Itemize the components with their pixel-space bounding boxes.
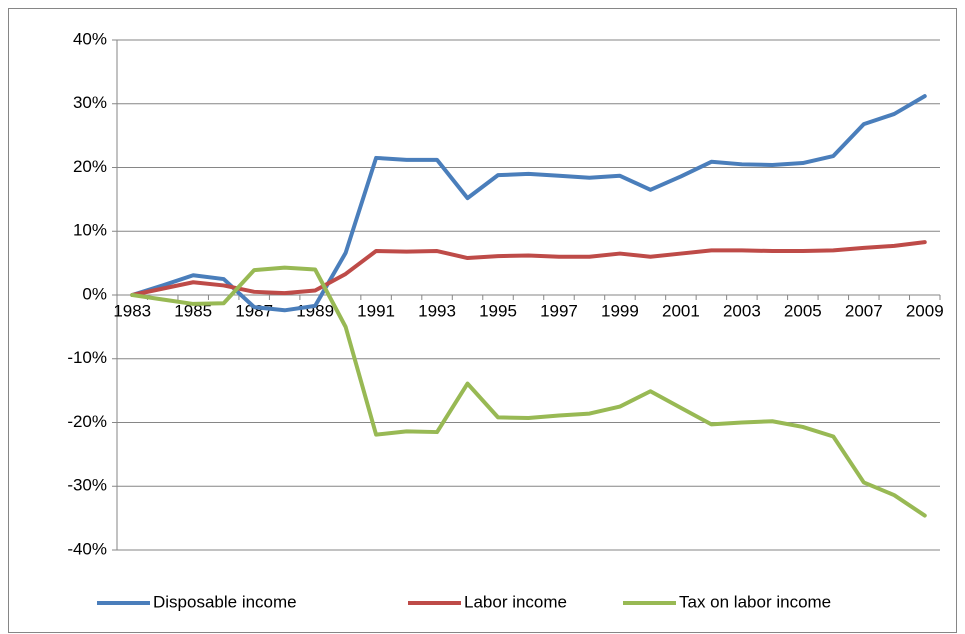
y-tick-label: 30% xyxy=(73,93,107,112)
y-tick-label: 10% xyxy=(73,221,107,240)
x-tick-label: 2007 xyxy=(845,301,883,320)
x-tick-label: 1983 xyxy=(113,301,151,320)
y-tick-label: 0% xyxy=(82,284,107,303)
x-tick-label: 1993 xyxy=(418,301,456,320)
x-tick-label: 1997 xyxy=(540,301,578,320)
x-tick-label: 1987 xyxy=(235,301,273,320)
legend-label: Tax on labor income xyxy=(679,592,831,611)
y-tick-label: 20% xyxy=(73,157,107,176)
x-tick-label: 1995 xyxy=(479,301,517,320)
x-tick-label: 2005 xyxy=(784,301,822,320)
x-tick-label: 1985 xyxy=(174,301,212,320)
y-tick-label: -10% xyxy=(67,348,107,367)
legend-label: Disposable income xyxy=(153,592,297,611)
y-tick-label: -30% xyxy=(67,476,107,495)
legend-label: Labor income xyxy=(464,592,567,611)
y-tick-label: -20% xyxy=(67,412,107,431)
series-line xyxy=(130,265,927,518)
x-tick-label: 1999 xyxy=(601,301,639,320)
x-tick-label: 2003 xyxy=(723,301,761,320)
x-tick-label: 2009 xyxy=(906,301,944,320)
x-tick-label: 2001 xyxy=(662,301,700,320)
chart-border xyxy=(8,8,957,633)
series-line xyxy=(130,94,927,313)
y-tick-label: -40% xyxy=(67,539,107,558)
series-line xyxy=(130,240,927,297)
y-tick-label: 40% xyxy=(73,29,107,48)
x-tick-label: 1991 xyxy=(357,301,395,320)
